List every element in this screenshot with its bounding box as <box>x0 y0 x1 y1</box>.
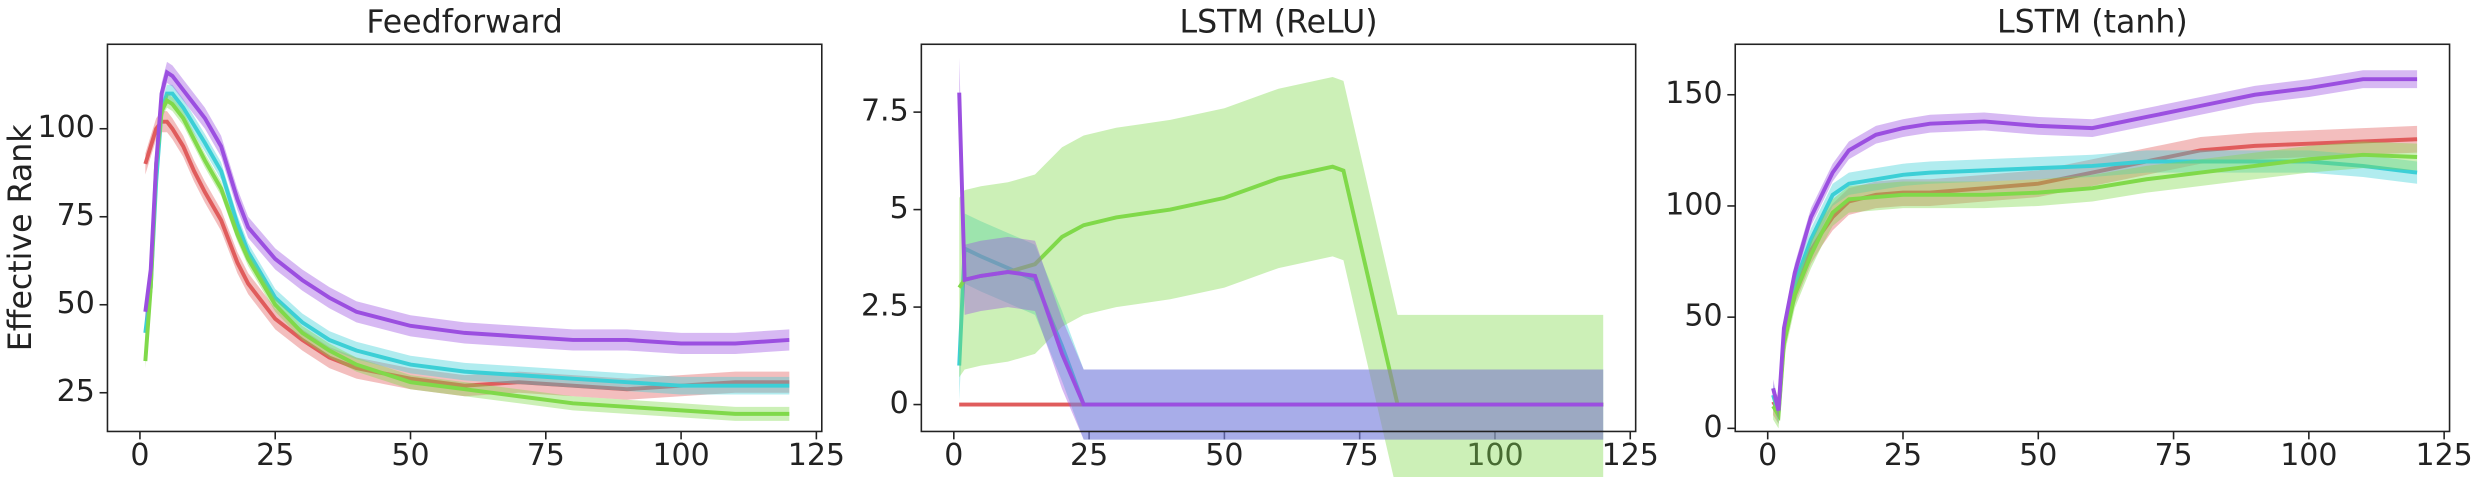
y-tick-label: 25 <box>57 374 95 409</box>
plot-frame <box>1734 43 2451 433</box>
x-tick-label: 75 <box>1341 438 1379 473</box>
error-band <box>145 111 790 400</box>
error-band <box>959 57 1604 440</box>
y-axis-label: Effective Rank <box>3 124 39 352</box>
x-tick-label: 100 <box>2280 438 2337 473</box>
line <box>143 119 790 392</box>
subplot-title: Feedforward <box>366 5 563 41</box>
y-tick-label: 75 <box>57 198 95 233</box>
x-tick-label: 0 <box>130 438 149 473</box>
x-tick-label: 25 <box>256 438 294 473</box>
y-tick-label: 7.5 <box>861 94 909 129</box>
x-tick-label: 50 <box>1205 438 1243 473</box>
subplot: LSTM (tanh) 0 25 50 75 100 125 0 50 100 150 <box>1665 5 2472 474</box>
line <box>143 91 790 388</box>
plot-frame <box>106 43 823 433</box>
line <box>143 69 790 346</box>
x-tick-label: 100 <box>652 438 709 473</box>
error-band <box>145 93 790 421</box>
x-tick-label: 25 <box>1884 438 1922 473</box>
x-tick-label: 125 <box>788 438 845 473</box>
subplot-title: LSTM (tanh) <box>1997 5 2188 41</box>
error-band <box>145 84 790 395</box>
y-tick-label: 150 <box>1665 76 1722 111</box>
error-band <box>1773 141 2418 429</box>
subplot: Feedforward Effective Rank 0 25 50 75 100 125 25… <box>3 5 845 474</box>
line <box>957 92 1604 407</box>
line <box>1771 77 2418 412</box>
y-tick-label: 100 <box>1665 187 1722 222</box>
error-band <box>959 77 1604 477</box>
line <box>1771 159 2418 414</box>
x-tick-label: 75 <box>2154 438 2192 473</box>
x-tick-label: 50 <box>2019 438 2057 473</box>
y-tick-label: 2.5 <box>861 289 909 324</box>
x-tick-label: 0 <box>1758 438 1777 473</box>
plot-frame <box>920 43 1637 433</box>
y-tick-label: 0 <box>1703 410 1722 445</box>
error-band <box>959 213 1604 440</box>
y-tick-label: 100 <box>38 110 95 145</box>
x-tick-label: 25 <box>1070 438 1108 473</box>
x-tick-label: 100 <box>1466 438 1523 473</box>
x-tick-label: 125 <box>1602 438 1659 473</box>
y-tick-label: 5 <box>890 191 909 226</box>
subplot-title: LSTM (ReLU) <box>1179 5 1377 41</box>
line <box>143 97 790 416</box>
x-tick-label: 125 <box>2415 438 2472 473</box>
x-tick-label: 75 <box>527 438 565 473</box>
subplot: LSTM (ReLU) 0 25 50 75 100 125 0 2.5 5 7.5 <box>861 5 1659 477</box>
x-tick-label: 0 <box>944 438 963 473</box>
y-tick-label: 50 <box>1684 299 1722 334</box>
y-tick-label: 50 <box>57 286 95 321</box>
error-band <box>1773 70 2418 420</box>
line <box>1771 152 2418 422</box>
x-tick-label: 50 <box>391 438 429 473</box>
error-band <box>1773 125 2418 424</box>
y-tick-label: 0 <box>890 386 909 421</box>
